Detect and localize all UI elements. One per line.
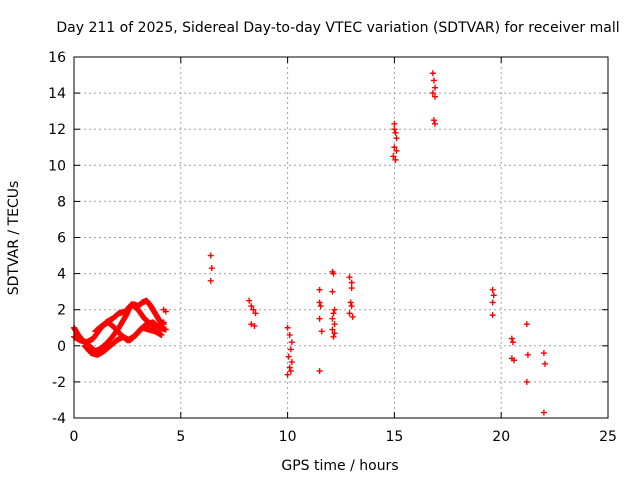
- data-point: [508, 335, 515, 342]
- y-tick-label: 8: [57, 194, 66, 210]
- y-tick-label: 16: [48, 50, 66, 66]
- data-points: [71, 70, 548, 416]
- data-point: [330, 310, 337, 317]
- x-tick-label: 25: [599, 429, 617, 445]
- y-tick-label: 14: [48, 86, 66, 102]
- data-point: [288, 339, 295, 346]
- plot-frame: [73, 56, 609, 419]
- data-point: [431, 84, 438, 91]
- data-point: [391, 120, 398, 127]
- data-point: [347, 299, 354, 306]
- data-point: [329, 315, 336, 322]
- chart-title: Day 211 of 2025, Sidereal Day-to-day VTE…: [56, 20, 619, 36]
- data-point: [331, 321, 338, 328]
- data-point: [329, 326, 336, 333]
- data-point: [540, 409, 547, 416]
- data-point: [286, 364, 293, 371]
- y-tick-label: -2: [52, 375, 66, 391]
- data-point: [489, 312, 496, 319]
- data-point: [329, 288, 336, 295]
- data-point: [348, 285, 355, 292]
- data-point: [316, 299, 323, 306]
- data-point: [316, 315, 323, 322]
- data-point: [316, 368, 323, 375]
- data-point: [330, 333, 337, 340]
- x-axis-label: GPS time / hours: [281, 458, 398, 474]
- data-point: [246, 297, 253, 304]
- x-tick-label: 10: [279, 429, 297, 445]
- data-point: [248, 303, 255, 310]
- y-tick-label: 2: [57, 303, 66, 319]
- data-point: [509, 339, 516, 346]
- data-point: [393, 147, 400, 154]
- y-tick-label: -4: [52, 411, 66, 427]
- data-point: [207, 277, 214, 284]
- axis-ticks: 0 5 10 15 20 25 -4 -2 0 2 4 6 8 10 12 14 16: [48, 50, 617, 445]
- data-point: [346, 274, 353, 281]
- data-point: [489, 299, 496, 306]
- data-point: [208, 265, 215, 272]
- x-tick-label: 20: [492, 429, 510, 445]
- data-point: [511, 357, 518, 364]
- data-point: [390, 153, 397, 160]
- data-point: [160, 319, 167, 326]
- data-point: [429, 70, 436, 77]
- data-point: [250, 306, 257, 313]
- data-point: [207, 252, 214, 259]
- data-point: [349, 313, 356, 320]
- grid-lines: [74, 57, 608, 418]
- data-point: [331, 330, 338, 337]
- data-point: [252, 310, 259, 317]
- data-point: [162, 326, 169, 333]
- data-point: [317, 303, 324, 310]
- data-point: [523, 321, 530, 328]
- data-point: [160, 306, 167, 313]
- data-point: [431, 93, 438, 100]
- y-tick-label: 0: [57, 339, 66, 355]
- data-point: [392, 129, 399, 136]
- data-point: [284, 371, 291, 378]
- data-point: [286, 331, 293, 338]
- x-tick-label: 0: [70, 429, 79, 445]
- y-tick-label: 4: [57, 267, 66, 283]
- y-tick-label: 12: [48, 122, 66, 138]
- y-axis-label: SDTVAR / TECUs: [6, 181, 22, 296]
- data-point: [430, 77, 437, 84]
- data-point: [285, 353, 292, 360]
- data-point: [348, 279, 355, 286]
- data-point: [540, 350, 547, 357]
- data-point: [248, 321, 255, 328]
- data-point: [489, 286, 496, 293]
- data-point: [284, 324, 291, 331]
- data-point: [391, 144, 398, 151]
- y-tick-label: 6: [57, 231, 66, 247]
- data-point: [392, 156, 399, 163]
- data-point: [348, 303, 355, 310]
- data-point: [287, 346, 294, 353]
- data-point: [346, 310, 353, 317]
- data-point: [393, 135, 400, 142]
- data-point: [251, 322, 258, 329]
- x-tick-label: 5: [176, 429, 185, 445]
- data-point: [158, 331, 165, 338]
- data-point: [287, 368, 294, 375]
- data-point: [541, 360, 548, 367]
- data-point: [490, 292, 497, 299]
- data-point: [318, 328, 325, 335]
- y-tick-label: 10: [48, 158, 66, 174]
- data-point: [431, 120, 438, 127]
- x-tick-label: 15: [385, 429, 403, 445]
- data-point: [523, 378, 530, 385]
- data-point: [429, 90, 436, 97]
- data-point: [331, 306, 338, 313]
- data-point: [391, 126, 398, 133]
- data-point: [430, 117, 437, 124]
- data-point: [330, 270, 337, 277]
- data-point: [524, 351, 531, 358]
- data-point: [288, 359, 295, 366]
- data-point: [316, 286, 323, 293]
